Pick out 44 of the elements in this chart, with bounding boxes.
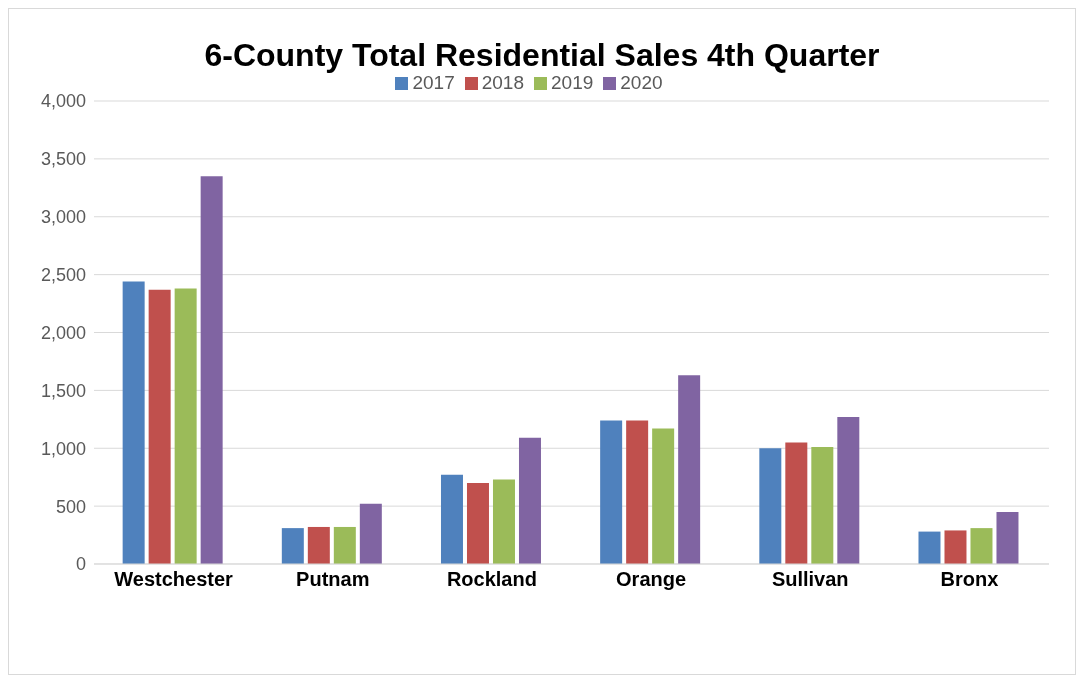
bar xyxy=(600,420,623,564)
bar xyxy=(759,448,782,564)
x-tick-label: Orange xyxy=(616,568,687,591)
chart-title: 6-County Total Residential Sales 4th Quarter xyxy=(203,37,881,74)
bar xyxy=(440,474,463,564)
legend-label: 2017 xyxy=(412,72,455,93)
x-tick-label: Rockland xyxy=(446,568,537,591)
bar xyxy=(518,437,541,564)
bar xyxy=(200,176,223,564)
y-tick-label: 1,500 xyxy=(40,380,86,401)
legend-label: 2018 xyxy=(481,72,524,93)
legend-label: 2019 xyxy=(551,72,594,93)
x-tick-label: Bronx xyxy=(940,568,999,591)
y-tick-label: 1,000 xyxy=(40,438,86,459)
bar xyxy=(333,526,356,564)
bar xyxy=(307,526,330,564)
bar xyxy=(122,281,145,564)
bar xyxy=(626,420,649,564)
legend-label: 2020 xyxy=(620,72,663,93)
y-tick-label: 4,000 xyxy=(40,91,86,112)
x-tick-label: Sullivan xyxy=(771,568,849,591)
y-tick-label: 2,500 xyxy=(40,265,86,286)
bar xyxy=(174,288,197,564)
x-tick-label: Putnam xyxy=(296,568,370,591)
bar xyxy=(811,447,834,564)
bar xyxy=(944,530,967,564)
bar xyxy=(466,482,489,564)
bar xyxy=(918,531,941,564)
x-tick-label: Westchester xyxy=(114,568,234,591)
bar xyxy=(970,528,993,564)
bar xyxy=(281,528,304,564)
bar xyxy=(837,417,860,564)
bar xyxy=(492,479,515,564)
bar xyxy=(996,511,1019,564)
y-tick-label: 3,500 xyxy=(40,149,86,170)
bar xyxy=(652,428,675,564)
y-tick-label: 3,000 xyxy=(40,207,86,228)
bar xyxy=(359,503,382,564)
y-tick-label: 2,000 xyxy=(40,322,86,343)
bar xyxy=(785,442,808,564)
bar xyxy=(678,375,701,564)
y-tick-label: 500 xyxy=(55,496,86,517)
bar xyxy=(148,289,171,564)
y-tick-label: 0 xyxy=(75,554,86,575)
